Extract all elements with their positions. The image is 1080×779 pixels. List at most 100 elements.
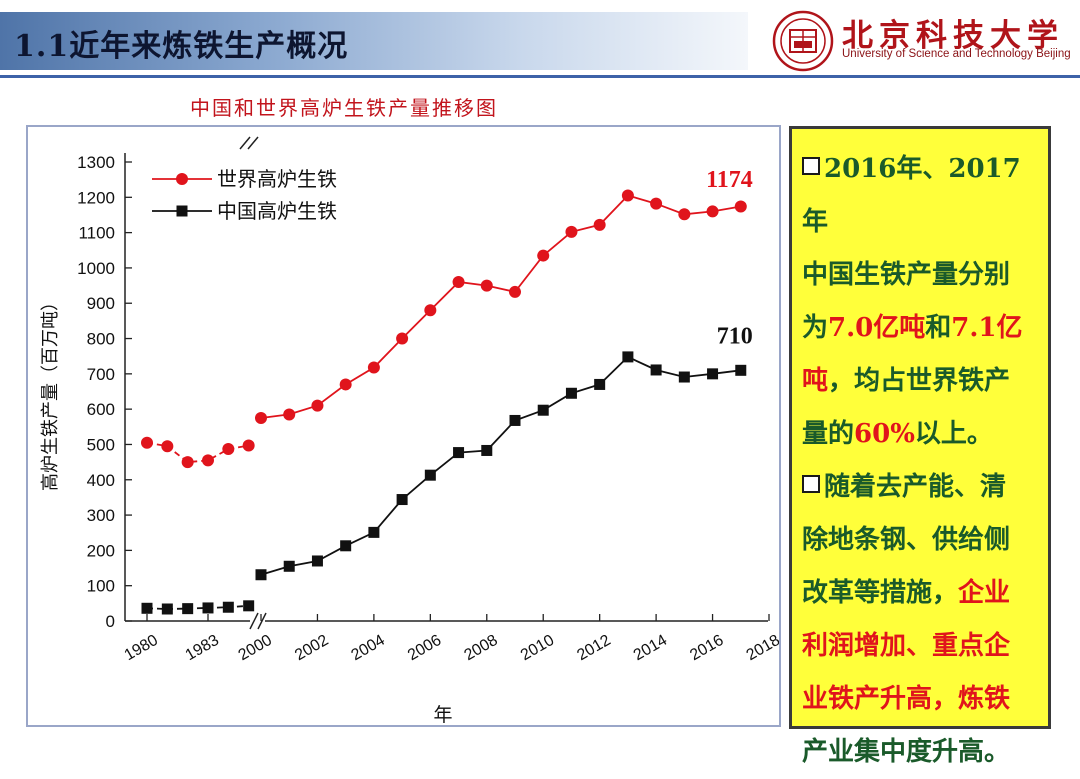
y-tick-label: 1100 (78, 224, 115, 243)
page-title: 1.1近年来炼铁生产概况 (14, 29, 349, 64)
info-line: 产业集中度升高。 (802, 737, 1011, 767)
data-point (509, 285, 521, 298)
y-tick-label: 800 (87, 330, 115, 349)
university-name-en: University of Science and Technology Bei… (842, 48, 1071, 60)
legend-marker (176, 205, 188, 217)
data-point (707, 368, 719, 380)
data-point (509, 414, 521, 426)
x-tick-label: 2016 (687, 632, 726, 665)
info-line: 改革等措施，企业 (802, 578, 1011, 608)
data-point (311, 555, 323, 567)
data-point (368, 526, 380, 538)
y-tick-label: 900 (87, 294, 115, 313)
series-line (260, 355, 741, 576)
data-point (161, 440, 174, 453)
info-line: 量的60%以上。 (802, 419, 993, 449)
data-label: 1174 (706, 167, 753, 193)
x-tick-label: 2018 (744, 632, 779, 665)
data-point (678, 208, 691, 221)
series-line (260, 194, 741, 419)
info-line: 为7.0亿吨和7.1亿 (802, 313, 1023, 343)
data-point (202, 602, 214, 614)
x-tick-label: 2006 (405, 632, 444, 665)
data-point (480, 279, 493, 292)
info-line: 2016年、2017年 (802, 154, 1021, 237)
axis-break-mark (257, 612, 267, 630)
data-point (367, 361, 380, 374)
x-tick-label: 2004 (349, 632, 388, 665)
data-point (255, 569, 267, 581)
data-point (453, 447, 465, 459)
university-name-cn: 北京科技大学 (842, 18, 1064, 54)
x-tick-label: 2000 (236, 632, 275, 665)
data-point (650, 197, 663, 210)
y-axis-title: 高炉生铁产量（百万吨） (40, 293, 61, 491)
x-tick-label: 1980 (122, 632, 161, 665)
y-tick-label: 0 (106, 612, 115, 631)
data-point (283, 560, 295, 572)
square-bullet-icon (802, 157, 820, 175)
y-tick-label: 600 (87, 400, 115, 419)
data-label: 710 (717, 323, 753, 349)
data-point (243, 600, 255, 612)
data-point (481, 444, 493, 456)
y-tick-label: 1000 (77, 259, 115, 278)
data-point (255, 411, 267, 424)
y-tick-label: 400 (87, 471, 115, 490)
info-line: 随着去产能、清 (802, 461, 1040, 514)
data-point (340, 540, 352, 552)
axis-break-mark (247, 136, 259, 150)
data-point (565, 387, 577, 399)
x-axis-title: 年 (433, 704, 452, 725)
header-band (0, 12, 748, 70)
x-tick-label: 2010 (518, 632, 557, 665)
data-point (593, 218, 606, 231)
y-tick-label: 700 (87, 365, 115, 384)
data-point (706, 205, 719, 218)
y-tick-label: 1300 (77, 153, 115, 172)
data-point (396, 332, 409, 345)
legend-marker (176, 173, 188, 185)
axis-break-mark (249, 612, 259, 630)
y-tick-label: 500 (87, 435, 115, 454)
data-point (650, 364, 662, 376)
square-bullet-icon (802, 475, 820, 493)
data-point (622, 351, 634, 363)
data-point (141, 602, 153, 614)
data-point (537, 404, 549, 416)
x-tick-label: 2002 (292, 632, 331, 665)
legend-label: 世界高炉生铁 (217, 167, 337, 191)
y-tick-label: 1200 (77, 188, 115, 207)
data-point (339, 378, 352, 391)
chart-canvas: 0 100 200 300 400 500 600 700 800 900 1000 1100 1200… (40, 136, 779, 725)
data-point (182, 603, 194, 615)
y-tick-label: 300 (87, 506, 115, 525)
x-tick-label: 2008 (461, 632, 500, 665)
header-divider (0, 75, 1080, 78)
data-point (678, 371, 690, 383)
info-line: 中国生铁产量分别 (802, 260, 1011, 290)
chart-axes: 0 100 200 300 400 500 600 700 800 900 1000 1100 1200… (40, 136, 779, 725)
data-point (452, 276, 465, 289)
data-point (594, 378, 606, 390)
info-line: 利润增加、重点企 (802, 631, 1011, 661)
x-tick-label: 2014 (631, 632, 670, 665)
data-point (181, 456, 194, 469)
data-point (161, 603, 173, 615)
university-seal-icon (772, 10, 834, 72)
x-tick-label: 2012 (574, 632, 613, 665)
data-point (283, 408, 296, 421)
data-point (141, 436, 153, 449)
chart-series: 1174 710 (141, 167, 753, 615)
data-point (396, 494, 408, 506)
data-point (311, 399, 324, 412)
info-box: 2016年、2017年 中国生铁产量分别 为7.0亿吨和7.1亿 吨，均占世界铁… (789, 126, 1051, 767)
data-point (537, 249, 550, 262)
y-tick-label: 100 (87, 577, 115, 596)
axis-break-mark (239, 136, 251, 150)
data-point (735, 364, 747, 376)
data-point (424, 304, 437, 317)
chart-frame: 0 100 200 300 400 500 600 700 800 900 1000 1100 1200… (26, 125, 781, 727)
data-point (242, 439, 255, 452)
